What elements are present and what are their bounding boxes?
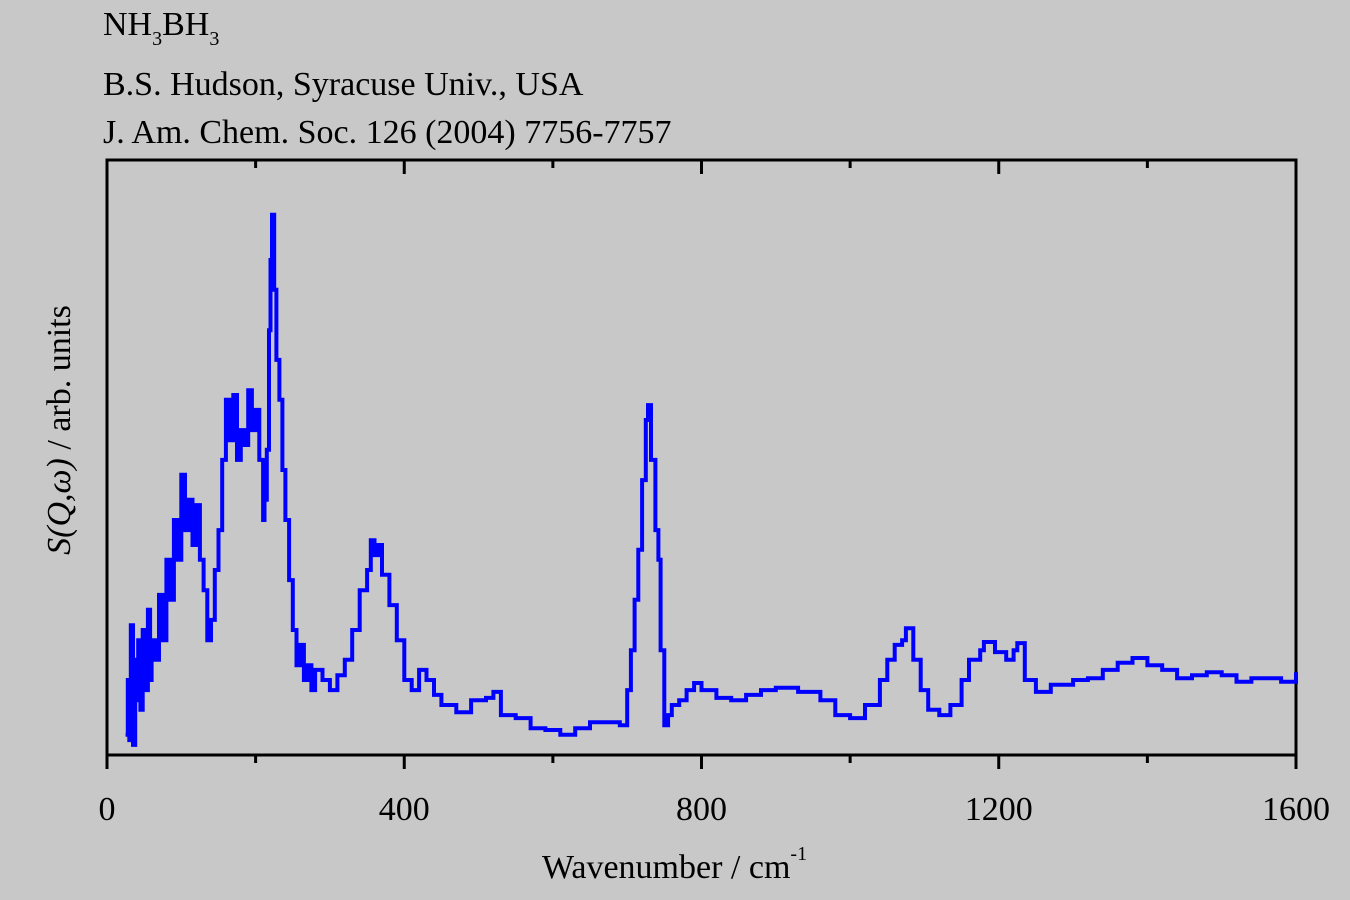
series-line-nh3bh3 <box>125 212 1298 747</box>
x-tick-label: 1200 <box>965 791 1033 828</box>
x-tick-label: 1600 <box>1262 791 1330 828</box>
x-axis-label-text: Wavenumber / cm <box>542 849 791 886</box>
y-axis-label-text: / arb. units <box>41 305 78 459</box>
x-tick-label: 800 <box>676 791 727 828</box>
formula-part: BH <box>162 6 210 43</box>
chart-reference: J. Am. Chem. Soc. 126 (2004) 7756-7757 <box>103 114 672 151</box>
y-axis-label: S(Q,ω) / arb. units <box>41 305 79 555</box>
chart-title-formula: NH3BH3 <box>103 6 220 50</box>
x-tick-label: 400 <box>379 791 430 828</box>
x-axis-label: Wavenumber / cm-1 <box>542 843 807 887</box>
formula-part: NH <box>103 6 153 43</box>
formula-subscript: 3 <box>152 28 163 50</box>
x-tick-label: 0 <box>99 791 116 828</box>
x-axis-label-exponent: -1 <box>790 843 808 865</box>
formula-subscript: 3 <box>209 28 220 50</box>
chart-author: B.S. Hudson, Syracuse Univ., USA <box>103 66 584 103</box>
y-axis-label-symbol: S(Q,ω) <box>41 458 78 555</box>
